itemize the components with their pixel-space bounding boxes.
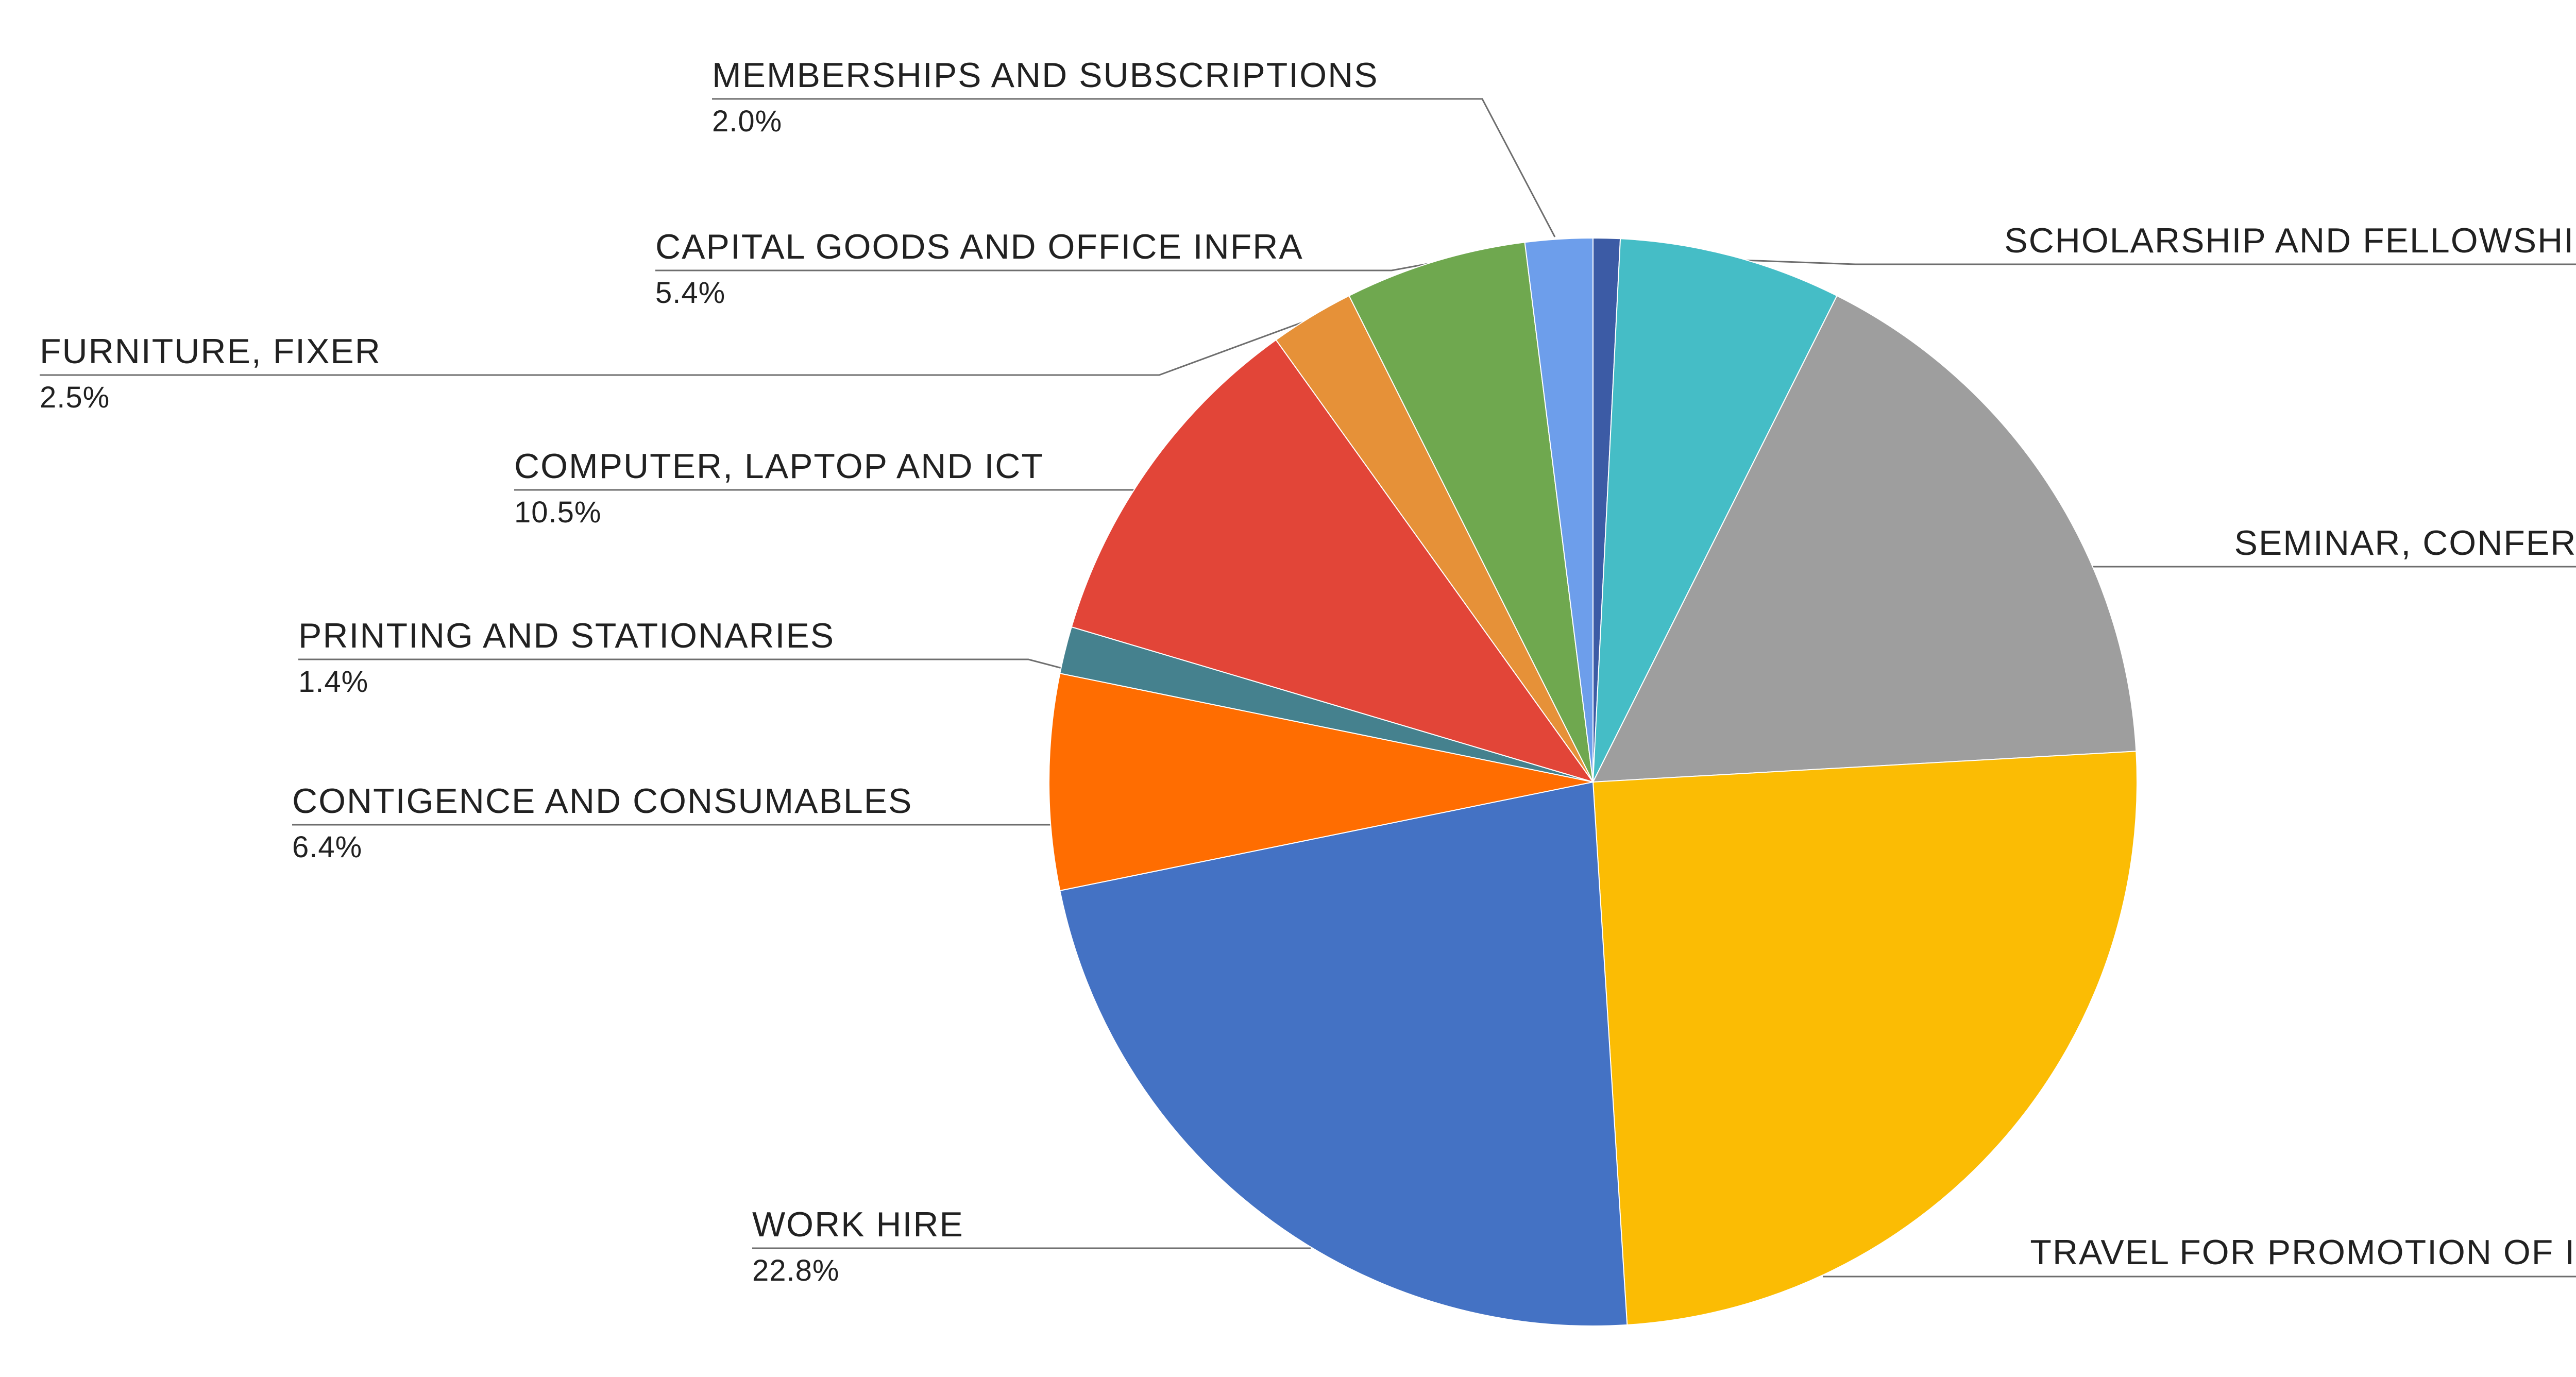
slice-callout-4: WORK HIRE 22.8% (752, 1204, 964, 1286)
callout-line (1741, 259, 2576, 265)
slice-callout-9: CAPITAL GOODS AND OFFICE INFRA 5.4% (655, 227, 1303, 308)
slice-callout-2: SEMINAR, CONFERENCE, EVENTS AND DELE... 1… (2234, 523, 2576, 604)
slice-callout-10: MEMBERSHIPS AND SUBSCRIPTIONS 2.0% (712, 55, 1379, 137)
callout-line (712, 98, 1556, 237)
slice-percent: 1.4% (298, 665, 369, 699)
slice-callout-3: TRAVEL FOR PROMOTION OF INTERNATIONAL RE… (2030, 1232, 2576, 1314)
slice-percent: 16.7% (2234, 574, 2576, 604)
slice-callout-6: PRINTING AND STATIONARIES 1.4% (298, 616, 835, 697)
slice-label: SCHOLARSHIP AND FELLOWSHIP, AWARDS, REWA… (2004, 221, 2576, 260)
callout-line (40, 319, 1308, 376)
slice-callout-7: COMPUTER, LAPTOP AND ICT 10.5% (514, 446, 1044, 528)
slice-percent: 6.6% (2004, 272, 2576, 302)
slice-label: CAPITAL GOODS AND OFFICE INFRA (655, 227, 1303, 266)
pie-slices-group (1048, 237, 2138, 1327)
slice-percent: 2.5% (40, 381, 110, 414)
slice-percent: 5.4% (655, 276, 726, 310)
pie-slice-3[interactable] (1592, 751, 2138, 1325)
pie-slice-5[interactable] (1048, 672, 1594, 892)
slice-callout-8: FURNITURE, FIXER 2.5% (40, 331, 381, 413)
slice-label: MEMBERSHIPS AND SUBSCRIPTIONS (712, 56, 1379, 95)
slice-percent: 10.5% (514, 496, 602, 529)
pie-slice-4[interactable] (1059, 781, 1628, 1327)
slice-percent: 6.4% (292, 830, 363, 864)
slice-label: WORK HIRE (752, 1205, 964, 1244)
slice-label: CONTIGENCE AND CONSUMABLES (292, 781, 913, 821)
slice-label: TRAVEL FOR PROMOTION OF INTERNATIONAL RE… (2030, 1233, 2576, 1272)
slice-callout-5: CONTIGENCE AND CONSUMABLES 6.4% (292, 781, 912, 862)
pie-slice-7[interactable] (1071, 339, 1595, 783)
pie-slice-2[interactable] (1592, 295, 2137, 783)
pie-slice-1[interactable] (1592, 238, 1838, 783)
slice-percent: 22.8% (752, 1254, 840, 1287)
slice-label: FURNITURE, FIXER (40, 332, 381, 371)
pie-slice-10[interactable] (1524, 237, 1594, 783)
slice-callout-1: SCHOLARSHIP AND FELLOWSHIP, AWARDS, REWA… (2004, 220, 2576, 302)
slice-percent: 24.9% (2030, 1284, 2576, 1314)
callout-line (655, 263, 1429, 271)
pie-slice-9[interactable] (1348, 242, 1594, 783)
slice-label: SEMINAR, CONFERENCE, EVENTS AND DELE... (2234, 523, 2576, 563)
slice-label: PRINTING AND STATIONARIES (298, 616, 835, 655)
slice-percent: 2.0% (712, 105, 783, 138)
slice-label: COMPUTER, LAPTOP AND ICT (514, 447, 1044, 486)
